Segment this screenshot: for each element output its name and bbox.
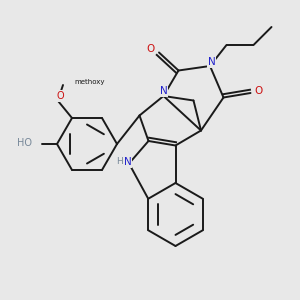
- Text: methoxy: methoxy: [74, 79, 105, 85]
- Text: O: O: [56, 91, 64, 101]
- Text: N: N: [208, 57, 215, 67]
- Text: HO: HO: [16, 138, 32, 148]
- Text: O: O: [146, 44, 155, 54]
- Text: N: N: [124, 157, 131, 167]
- Text: H: H: [116, 158, 123, 166]
- Text: N: N: [160, 86, 167, 97]
- Text: O: O: [255, 86, 263, 97]
